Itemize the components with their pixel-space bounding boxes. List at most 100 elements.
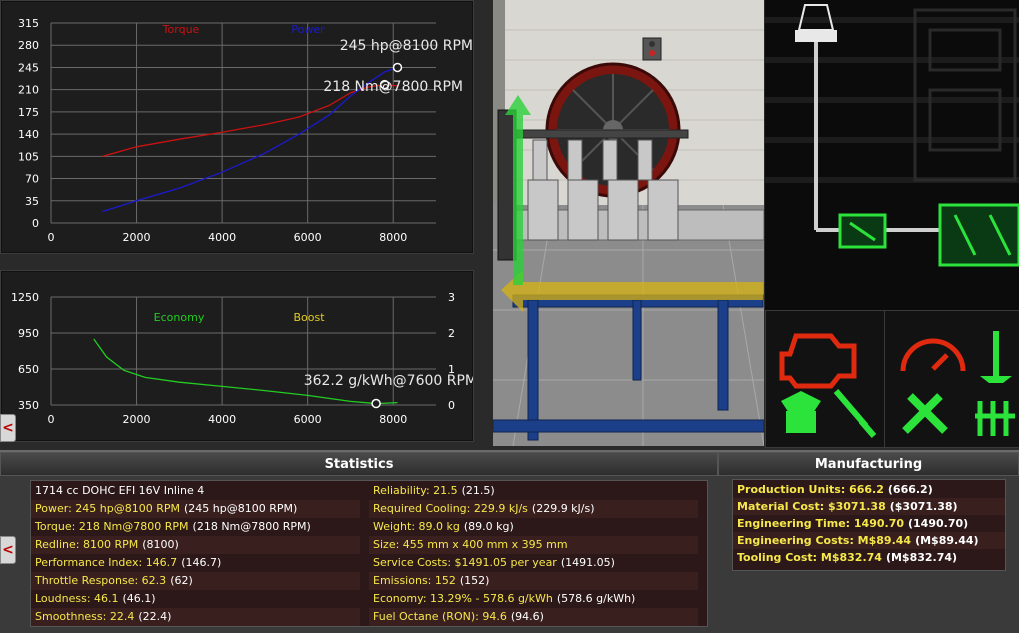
- manufacturing-row: Production Units: 666.2 (666.2): [733, 481, 1005, 498]
- spark-plug-icon: [833, 389, 877, 438]
- stat-row: Service Costs: $1491.05 per year (1491.05…: [369, 554, 698, 572]
- x-tick-label: 4000: [208, 231, 236, 244]
- manufacturing-row: Tooling Cost: M$832.74 (M$832.74): [733, 549, 1005, 566]
- collapse-charts-tab[interactable]: <: [0, 414, 16, 442]
- stat-value: (21.5): [461, 484, 495, 497]
- stat-label: Smoothness: 22.4: [35, 610, 135, 623]
- y-tick-label: 105: [18, 150, 39, 163]
- manufacturing-value: (1490.70): [908, 517, 969, 530]
- x-tick-label: 4000: [208, 413, 236, 426]
- wrench-icon: [902, 393, 948, 434]
- stat-value: (46.1): [122, 592, 156, 605]
- tachometer-icon: [900, 338, 966, 372]
- statistics-table: 1714 cc DOHC EFI 16V Inline 4 Power: 245 …: [30, 480, 708, 627]
- stat-row: Smoothness: 22.4 (22.4): [31, 608, 360, 626]
- manufacturing-row: Engineering Time: 1490.70 (1490.70): [733, 515, 1005, 532]
- manufacturing-value: (M$832.74): [885, 551, 958, 564]
- stat-row: Redline: 8100 RPM (8100): [31, 536, 360, 554]
- stat-row: Performance Index: 146.7 (146.7): [31, 554, 360, 572]
- stat-row: Fuel Octane (RON): 94.6 (94.6): [369, 608, 698, 626]
- economy-boost-chart-panel: 0 2000 4000 6000 8000 350 650 950 1250 0 1 2 3 Econom…: [0, 270, 474, 442]
- manufacturing-row: Material Cost: $3071.38 ($3071.38): [733, 498, 1005, 515]
- warning-icons-right: [900, 331, 1015, 436]
- stat-label: Weight: 89.0 kg: [373, 520, 460, 533]
- stat-label: Throttle Response: 62.3: [35, 574, 167, 587]
- legend-entry: Torque: [162, 23, 200, 36]
- peak-marker: [379, 79, 390, 90]
- series-line: [102, 66, 398, 213]
- coolant-icon: [781, 391, 821, 433]
- x-tick-label: 6000: [294, 231, 322, 244]
- exhaust-icon: [975, 401, 1015, 436]
- legend-entry: Boost: [293, 311, 325, 324]
- stat-label: Service Costs: $1491.05 per year: [373, 556, 557, 569]
- manufacturing-table: Production Units: 666.2 (666.2) Material C…: [732, 479, 1006, 571]
- y-tick-label: 35: [25, 195, 39, 208]
- manufacturing-value: ($3071.38): [889, 500, 958, 513]
- manufacturing-label: Engineering Time: 1490.70: [737, 517, 904, 530]
- y-tick-label: 210: [18, 84, 39, 97]
- stat-label: Required Cooling: 229.9 kJ/s: [373, 502, 528, 515]
- manufacturing-label: Production Units: 666.2: [737, 483, 884, 496]
- y-tick-label: 140: [18, 128, 39, 141]
- stat-value: (62): [170, 574, 193, 587]
- legend-entry: Power: [291, 23, 325, 36]
- peak-marker: [371, 398, 381, 409]
- y-tick-label: 175: [18, 106, 39, 119]
- stat-value: (578.6 g/kWh): [556, 592, 636, 605]
- x-tick-label: 8000: [379, 231, 407, 244]
- y-tick-label: 280: [18, 39, 39, 52]
- x-tick-label: 8000: [379, 413, 407, 426]
- engine-3d-viewport[interactable]: [493, 0, 764, 446]
- engine-scene-illustration: [493, 0, 764, 446]
- warning-lights-panel-right: [884, 310, 1019, 448]
- economy-boost-chart: 0 2000 4000 6000 8000 350 650 950 1250 0 1 2 3 Econom…: [11, 291, 473, 426]
- legend-entry: Economy: [154, 311, 205, 324]
- stat-label: Fuel Octane (RON): 94.6: [373, 610, 507, 623]
- stat-row: Throttle Response: 62.3 (62): [31, 572, 360, 590]
- y-tick-label: 1250: [11, 291, 39, 304]
- manufacturing-label: Material Cost: $3071.38: [737, 500, 886, 513]
- y-tick-label: 315: [18, 17, 39, 30]
- stat-row: Power: 245 hp@8100 RPM (245 hp@8100 RPM): [31, 500, 360, 518]
- series-line: [102, 83, 398, 157]
- stat-label: Size: 455 mm x 400 mm x 395 mm: [373, 538, 568, 551]
- stat-value: (245 hp@8100 RPM): [183, 502, 298, 515]
- stat-row: Weight: 89.0 kg (89.0 kg): [369, 518, 698, 536]
- check-engine-icon: [779, 333, 857, 389]
- manufacturing-value: (M$89.44): [915, 534, 979, 547]
- manufacturing-header: Manufacturing: [718, 452, 1019, 476]
- stat-label: 1714 cc DOHC EFI 16V Inline 4: [35, 484, 205, 497]
- manufacturing-label: Engineering Costs: M$89.44: [737, 534, 912, 547]
- y2-tick-label: 1: [448, 363, 455, 376]
- valve-icon: [980, 331, 1012, 383]
- stat-row: Emissions: 152 (152): [369, 572, 698, 590]
- stat-row: Size: 455 mm x 400 mm x 395 mm: [369, 536, 698, 554]
- x-tick-label: 0: [48, 413, 55, 426]
- y-tick-label: 245: [18, 61, 39, 74]
- y-tick-label: 70: [25, 173, 39, 186]
- stat-value: (1491.05): [560, 556, 615, 569]
- warning-lights-panel-left: [765, 310, 885, 448]
- y-tick-label: 650: [18, 363, 39, 376]
- x-tick-label: 6000: [294, 413, 322, 426]
- stat-value: (8100): [142, 538, 179, 551]
- y2-tick-label: 2: [448, 327, 455, 340]
- engine-schematic-panel: [765, 0, 1019, 310]
- peak-marker: [392, 62, 403, 73]
- y-tick-label: 950: [18, 327, 39, 340]
- stat-value: (218 Nm@7800 RPM): [192, 520, 311, 533]
- stat-label: Performance Index: 146.7: [35, 556, 178, 569]
- x-tick-label: 2000: [123, 231, 151, 244]
- stat-row: Loudness: 46.1 (46.1): [31, 590, 360, 608]
- stat-label: Economy: 13.29% - 578.6 g/kWh: [373, 592, 553, 605]
- stat-value: (89.0 kg): [463, 520, 514, 533]
- manufacturing-value: (666.2): [887, 483, 933, 496]
- stat-label: Power: 245 hp@8100 RPM: [35, 502, 180, 515]
- series-line: [93, 338, 398, 405]
- stat-value: (146.7): [181, 556, 222, 569]
- manufacturing-label: Tooling Cost: M$832.74: [737, 551, 882, 564]
- stat-row: 1714 cc DOHC EFI 16V Inline 4: [31, 482, 360, 500]
- y2-tick-label: 3: [448, 291, 455, 304]
- collapse-statistics-tab[interactable]: <: [0, 536, 16, 564]
